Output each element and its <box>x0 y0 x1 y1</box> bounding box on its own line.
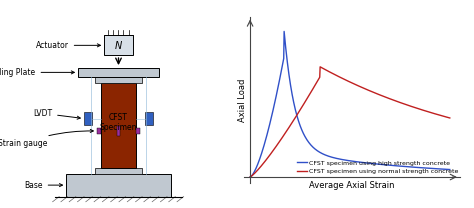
Text: $N$: $N$ <box>114 39 123 51</box>
Bar <box>97 128 101 134</box>
Text: Strain gauge: Strain gauge <box>0 129 93 148</box>
Bar <box>95 77 142 83</box>
Bar <box>66 174 171 197</box>
Bar <box>84 112 92 125</box>
Bar <box>100 83 137 168</box>
Text: Actuator: Actuator <box>36 41 100 50</box>
Text: Base: Base <box>24 181 63 190</box>
Y-axis label: Axial Load: Axial Load <box>238 78 247 121</box>
Bar <box>136 128 140 134</box>
Bar <box>95 168 142 174</box>
Text: CFST
Specimen: CFST Specimen <box>100 113 137 132</box>
X-axis label: Average Axial Strain: Average Axial Strain <box>309 181 395 190</box>
Bar <box>78 68 159 77</box>
Bar <box>104 35 133 55</box>
Bar <box>145 112 153 125</box>
Text: LVDT: LVDT <box>33 109 80 119</box>
Legend: CFST specimen using high strength concrete, CFST specimen using normal strength : CFST specimen using high strength concre… <box>295 158 461 177</box>
Text: Loading Plate: Loading Plate <box>0 68 74 77</box>
Bar <box>117 126 119 136</box>
